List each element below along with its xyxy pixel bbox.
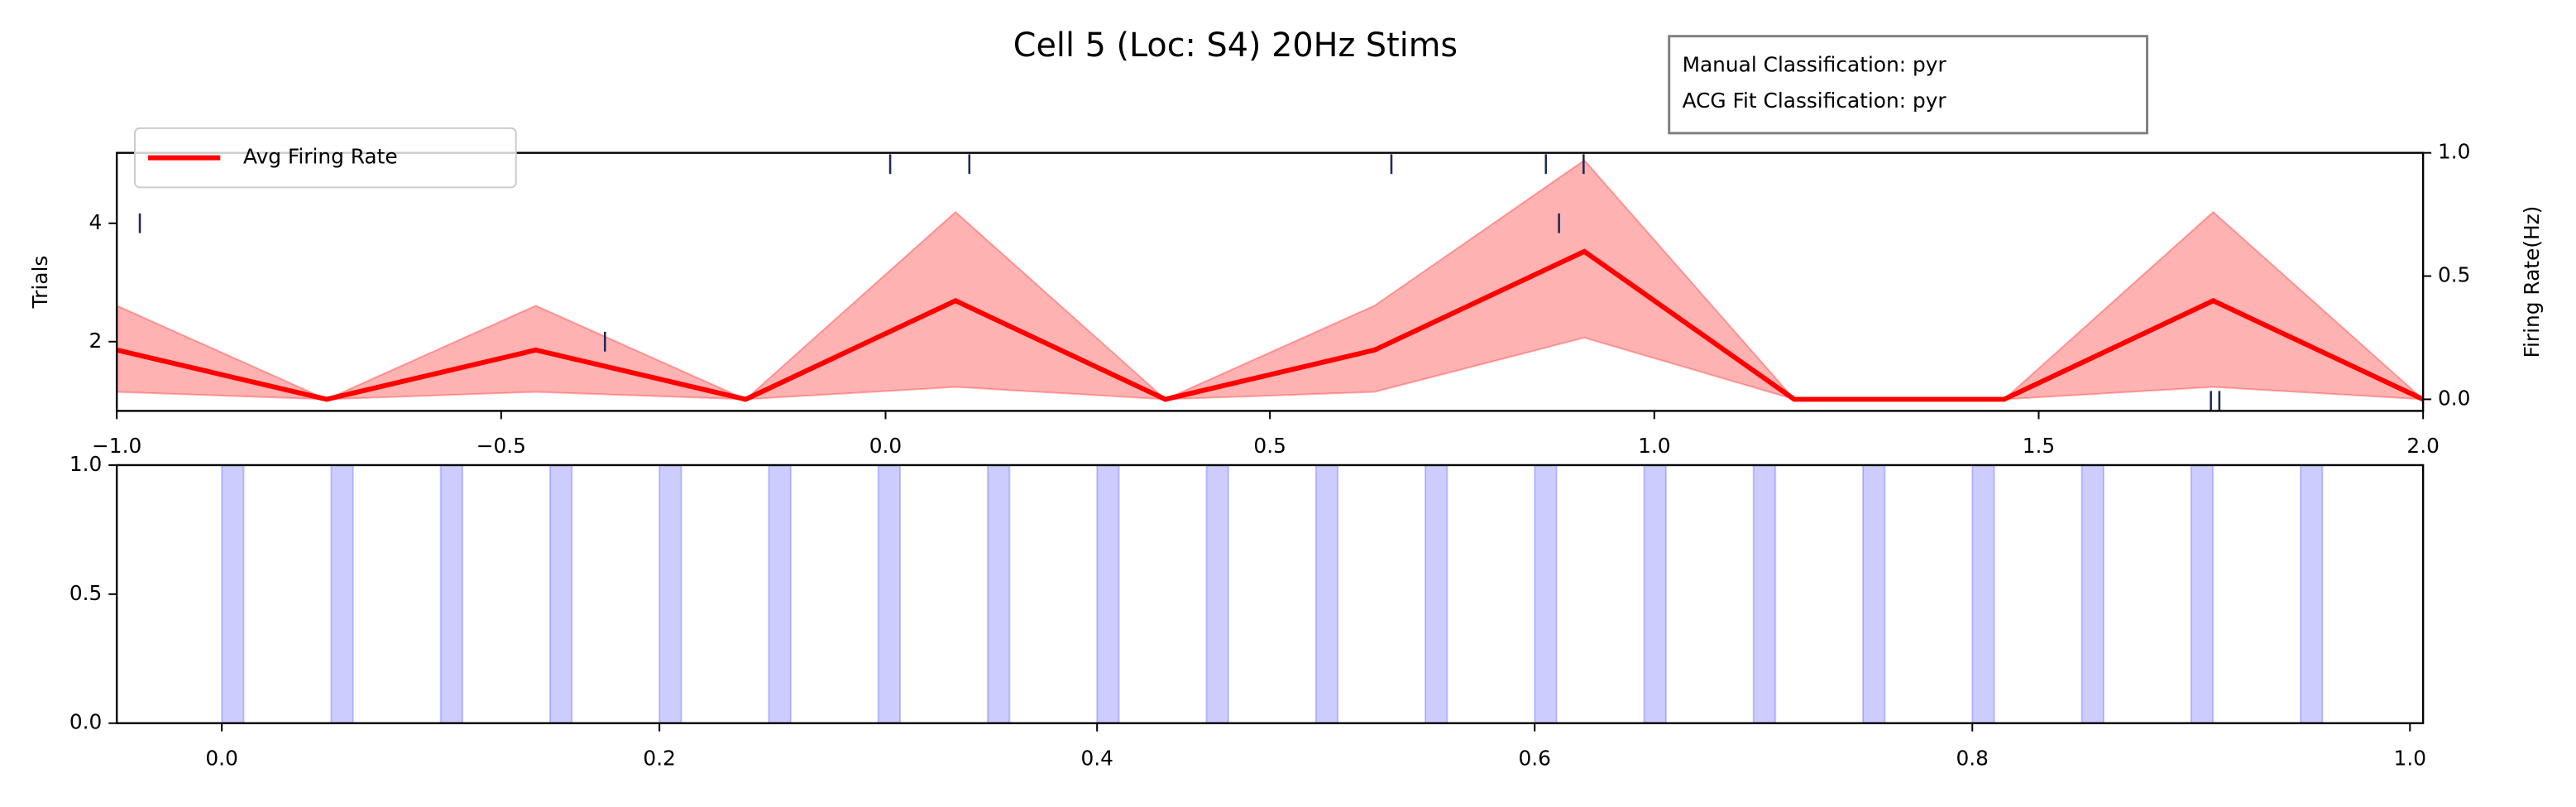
- y-axis-label: Trials: [28, 256, 52, 310]
- x-tick-label: 0.4: [1080, 746, 1113, 770]
- chart-title: Cell 5 (Loc: S4) 20Hz Stims: [1013, 26, 1458, 65]
- annotation-text: ACG Fit Classification: pyr: [1683, 89, 1947, 113]
- x-tick-label: 0.5: [1253, 434, 1286, 458]
- stim-span: [2300, 464, 2324, 724]
- legend-box: [134, 127, 517, 189]
- x-tick-label: 0.2: [643, 746, 675, 770]
- stim-span: [658, 464, 682, 724]
- stim-span: [877, 464, 902, 724]
- x-tick-label: 1.0: [1638, 434, 1670, 458]
- confidence-band: [116, 159, 2425, 401]
- stim-span: [1424, 464, 1448, 724]
- stim-span: [1314, 464, 1339, 724]
- y2-tick-label: 0.0: [2438, 386, 2470, 410]
- stim-span: [986, 464, 1011, 724]
- stim-span: [768, 464, 792, 724]
- firing-rate-line: [116, 248, 2425, 402]
- y-tick-label: 0.0: [69, 710, 102, 734]
- x-tick-label: 0.0: [869, 434, 902, 458]
- x-tick-label: 0.0: [205, 746, 237, 770]
- x-tick-label: 1.0: [2394, 746, 2426, 770]
- x-tick-label: −0.5: [476, 434, 526, 458]
- stim-span: [548, 464, 573, 724]
- stim-span: [2080, 464, 2104, 724]
- stim-span: [1861, 464, 1886, 724]
- x-tick-label: 2.0: [2406, 434, 2439, 458]
- legend-label: Avg Firing Rate: [243, 145, 398, 169]
- stim-span: [1643, 464, 1667, 724]
- stim-span: [1534, 464, 1558, 724]
- y-tick-label: 2: [89, 329, 102, 353]
- stim-span: [1752, 464, 1777, 724]
- stim-span: [2190, 464, 2214, 724]
- y-tick-label: 1.0: [69, 452, 102, 476]
- y-tick-label: 0.5: [69, 581, 102, 605]
- stim-span: [439, 464, 464, 724]
- stim-span: [1096, 464, 1120, 724]
- stim-span: [1205, 464, 1229, 724]
- annotation-text: Manual Classification: pyr: [1683, 52, 1947, 76]
- stim-span: [1971, 464, 1995, 724]
- x-tick-label: −1.0: [92, 434, 141, 458]
- stim-span: [221, 464, 245, 724]
- y-tick-label: 4: [89, 210, 102, 234]
- annotation-box: [1668, 35, 2149, 135]
- stim-span: [330, 464, 354, 724]
- y2-tick-label: 1.0: [2438, 140, 2470, 164]
- x-tick-label: 0.8: [1956, 746, 1989, 770]
- x-tick-label: 1.5: [2023, 434, 2055, 458]
- y2-tick-label: 0.5: [2438, 263, 2470, 287]
- y2-axis-label: Firing Rate(Hz): [2520, 206, 2544, 358]
- x-tick-label: 0.6: [1518, 746, 1550, 770]
